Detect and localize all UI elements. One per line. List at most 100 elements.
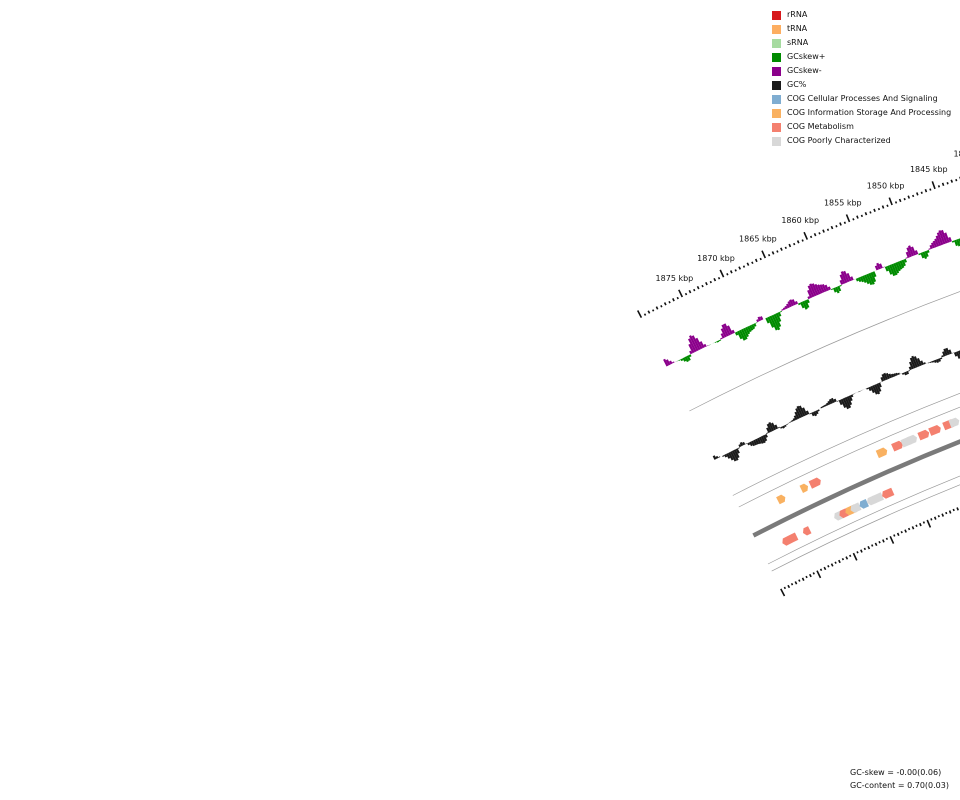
gc-content-bar — [836, 400, 839, 402]
gc-content-bar — [864, 388, 867, 390]
inner-tick — [878, 540, 881, 544]
gc-skew-bar — [800, 301, 805, 309]
gc-content-bar — [874, 384, 881, 395]
legend-label: GCskew+ — [787, 52, 826, 61]
gc-content-bar — [916, 358, 922, 367]
legend-label: COG Metabolism — [787, 122, 854, 131]
gene-feature — [789, 532, 799, 542]
gc-content-bar — [802, 407, 808, 416]
gc-skew-bar — [906, 247, 912, 258]
gc-skew-bar — [833, 287, 837, 293]
gc-skew-bar — [884, 266, 889, 272]
gc-content-bar — [766, 427, 771, 433]
inner-tick — [780, 588, 786, 597]
outer-tick — [688, 289, 692, 294]
gc-content-bar — [791, 419, 794, 422]
legend-item-srna: sRNA — [772, 36, 951, 50]
gc-skew-bar — [741, 328, 748, 340]
gc-content-bar — [844, 397, 852, 409]
inner-tick — [911, 526, 915, 530]
outer-tick — [719, 269, 725, 278]
legend-swatch — [772, 66, 781, 76]
gc-skew-bar — [853, 278, 856, 280]
gc-skew-bar — [784, 305, 788, 310]
gc-content-bar — [895, 372, 898, 376]
outer-tick — [647, 310, 651, 314]
outer-tick — [931, 181, 936, 190]
gc-skew-bar — [806, 299, 810, 304]
gc-content-bar — [840, 398, 847, 408]
gc-skew-bar — [872, 271, 877, 278]
gc-content-bar — [760, 435, 766, 444]
inner-tick — [930, 518, 933, 521]
gc-skew-bar — [835, 286, 840, 294]
gc-skew-bar — [802, 300, 808, 310]
outer-tick — [746, 262, 750, 266]
legend-label: rRNA — [787, 10, 808, 19]
gc-content-bar — [822, 405, 825, 408]
genome-backbone — [752, 439, 960, 538]
gc-skew-bar — [929, 244, 933, 250]
outer-tick — [705, 281, 708, 286]
gc-content-bar — [742, 441, 746, 446]
gc-content-bar — [738, 444, 742, 448]
legend-item-gcskew-plus: GCskew+ — [772, 50, 951, 64]
gc-skew-bar — [720, 328, 727, 338]
inner-tick — [860, 549, 863, 553]
gc-skew-bar — [891, 263, 898, 276]
gc-content-bar — [715, 455, 719, 459]
gc-skew-bar — [839, 274, 846, 284]
gene-features — [776, 417, 960, 546]
gc-content-bar — [811, 412, 815, 417]
inner-tick — [805, 575, 808, 579]
gc-skew-bar — [745, 326, 751, 335]
gene-feature — [859, 499, 869, 509]
gc-content-bar — [945, 347, 950, 355]
gc-content-bar — [911, 355, 918, 368]
gc-skew-bar — [755, 322, 758, 324]
gc-skew-bar — [688, 354, 692, 358]
inner-tick — [882, 539, 885, 543]
outer-tick — [826, 228, 830, 232]
gc-skew-bar — [928, 248, 931, 250]
gc-content-bar — [793, 415, 798, 421]
gc-skew-bar — [862, 275, 867, 283]
gene-feature — [948, 417, 960, 428]
outer-tick — [912, 194, 915, 198]
gc-skew-bar — [882, 266, 885, 268]
gc-skew-bar — [905, 251, 910, 258]
gc-content-bar — [817, 409, 820, 412]
outer-tick — [754, 258, 758, 263]
gc-skew-bar — [807, 296, 811, 300]
inner-tick — [952, 508, 955, 512]
gc-content-bar — [880, 376, 885, 382]
inner-tick — [841, 557, 845, 561]
gc-content-bar — [948, 349, 952, 355]
gc-content-bar — [901, 372, 905, 375]
gc-skew-bar — [678, 359, 681, 361]
inner-tick — [896, 532, 900, 537]
gc-content-bar — [908, 366, 912, 371]
gc-skew-bar — [682, 357, 687, 362]
backbone-line — [752, 439, 960, 538]
gc-content-bar — [872, 385, 878, 395]
legend-item-rrna: rRNA — [772, 8, 951, 22]
outer-tick — [788, 243, 792, 248]
legend-swatch — [772, 52, 781, 62]
gc-skew-bar — [901, 259, 906, 267]
legend-label: tRNA — [787, 24, 808, 33]
outer-tick — [726, 273, 729, 276]
gc-skew-bar — [874, 270, 877, 272]
gc-skew-bar — [932, 240, 938, 248]
outer-tick — [676, 296, 679, 300]
gc-skew-bar — [920, 252, 925, 259]
gc-content-bar — [787, 422, 790, 424]
guide-ring — [732, 392, 960, 496]
gc-skew-bar — [843, 270, 850, 283]
gc-content-bar — [899, 373, 902, 375]
gc-skew-bar — [905, 257, 908, 259]
gc-content-bar — [792, 418, 796, 421]
outer-tick — [780, 247, 783, 251]
gene-feature — [803, 526, 812, 536]
gc-skew-bar — [903, 258, 907, 263]
